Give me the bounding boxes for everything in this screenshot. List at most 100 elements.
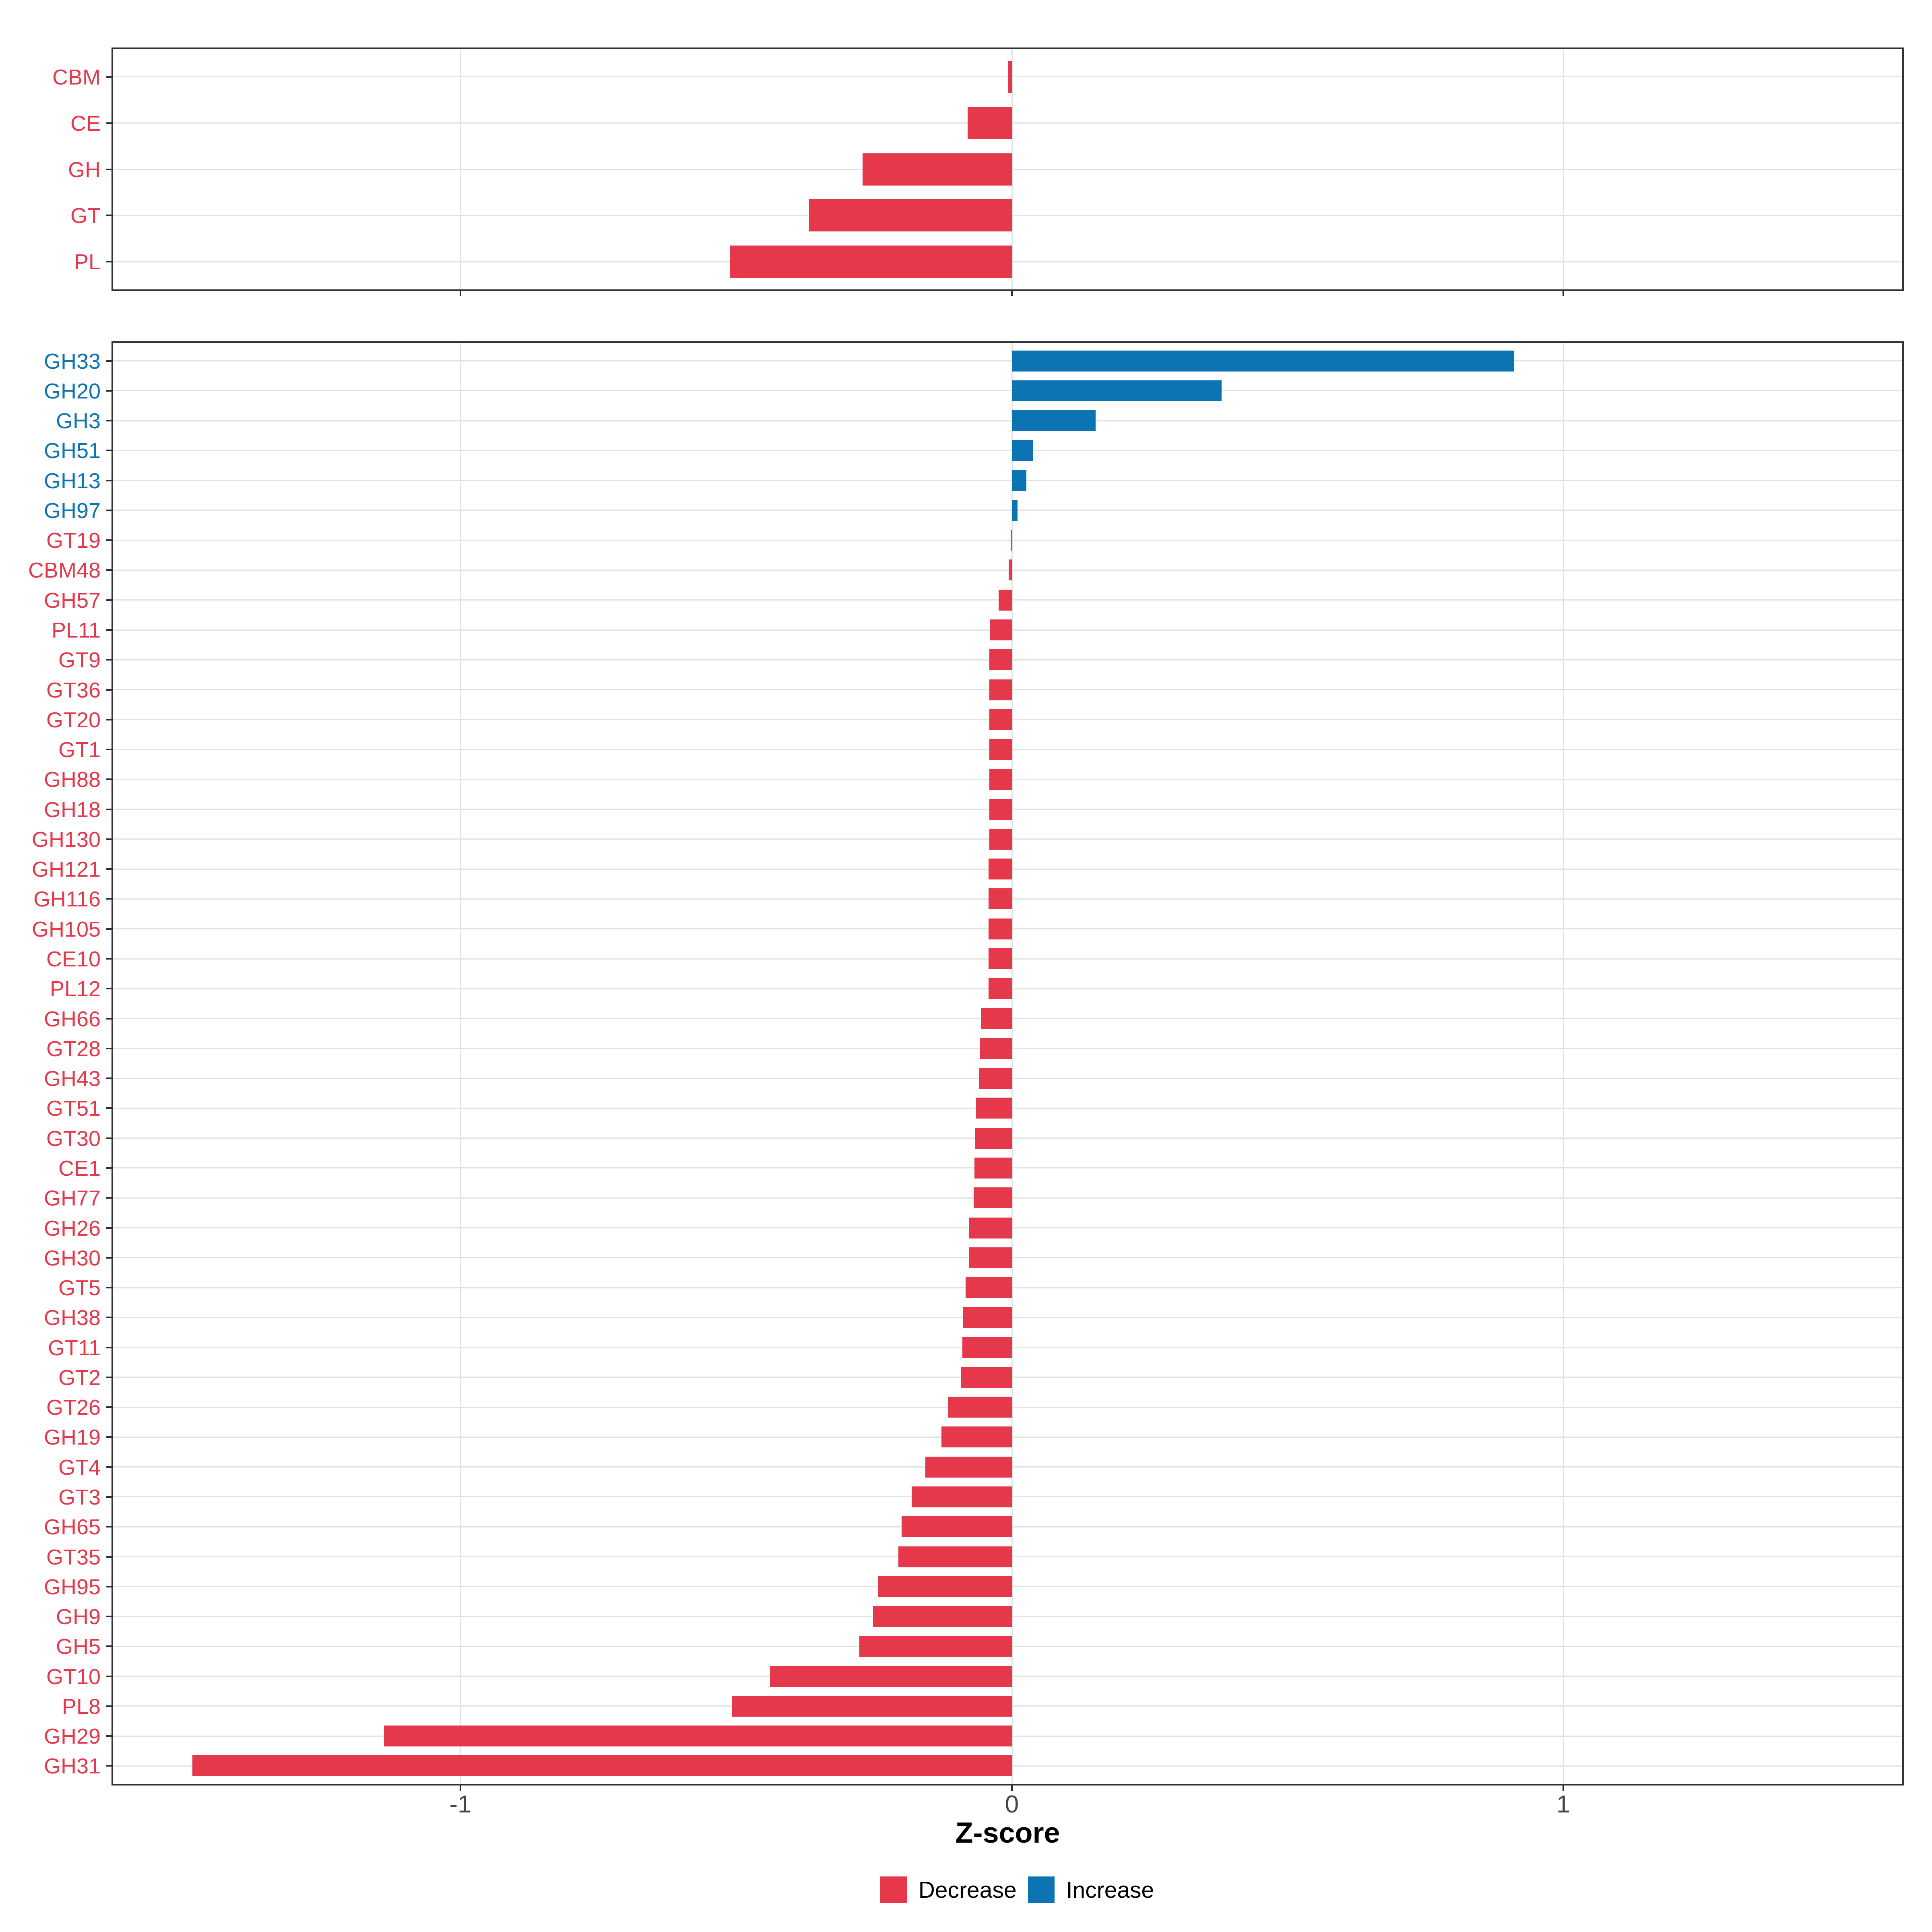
- y-tick-GT9: [106, 659, 111, 661]
- x-tick--1-panel0: [460, 291, 461, 296]
- category-label-GH33: GH33: [0, 349, 101, 373]
- category-label-CE: CE: [0, 111, 101, 135]
- legend-label-increase: Increase: [1066, 1876, 1154, 1903]
- category-label-GT35: GT35: [0, 1545, 101, 1569]
- y-tick-CE: [106, 122, 111, 124]
- y-tick-CBM: [106, 76, 111, 78]
- category-label-PL: PL: [0, 250, 101, 274]
- y-tick-GH31: [106, 1765, 111, 1767]
- category-label-GH77: GH77: [0, 1186, 101, 1210]
- y-tick-GH88: [106, 778, 111, 780]
- y-tick-GT28: [106, 1048, 111, 1049]
- category-label-GT19: GT19: [0, 528, 101, 552]
- y-tick-GH18: [106, 809, 111, 810]
- category-label-GH121: GH121: [0, 857, 101, 881]
- y-tick-GT19: [106, 539, 111, 541]
- category-label-GH51: GH51: [0, 438, 101, 462]
- category-label-GT28: GT28: [0, 1036, 101, 1061]
- category-label-GT36: GT36: [0, 678, 101, 702]
- y-tick-PL11: [106, 629, 111, 631]
- legend-label-decrease: Decrease: [919, 1876, 1017, 1903]
- category-label-GT4: GT4: [0, 1455, 101, 1479]
- y-tick-GH77: [106, 1197, 111, 1199]
- y-tick-GT35: [106, 1556, 111, 1558]
- x-tick-0-panel1: [1011, 1785, 1013, 1791]
- y-tick-GH43: [106, 1077, 111, 1079]
- y-tick-GH33: [106, 360, 111, 362]
- x-tick-label--1: -1: [412, 1790, 509, 1818]
- category-label-GT3: GT3: [0, 1485, 101, 1509]
- y-tick-GH5: [106, 1645, 111, 1647]
- y-tick-GH30: [106, 1257, 111, 1259]
- x-tick--1-panel1: [460, 1785, 461, 1791]
- y-tick-CBM48: [106, 569, 111, 571]
- category-label-PL11: PL11: [0, 618, 101, 642]
- y-tick-GT5: [106, 1287, 111, 1288]
- y-tick-GT1: [106, 749, 111, 750]
- category-label-GT20: GT20: [0, 708, 101, 732]
- category-label-GT11: GT11: [0, 1335, 101, 1360]
- category-label-CBM: CBM: [0, 65, 101, 89]
- y-tick-PL: [106, 261, 111, 262]
- y-tick-GH65: [106, 1526, 111, 1527]
- y-tick-PL12: [106, 988, 111, 989]
- y-tick-CE10: [106, 958, 111, 960]
- category-label-GH97: GH97: [0, 498, 101, 522]
- y-tick-GH130: [106, 838, 111, 840]
- y-tick-GT11: [106, 1347, 111, 1348]
- y-tick-GH19: [106, 1436, 111, 1438]
- category-label-GH105: GH105: [0, 917, 101, 941]
- category-label-GH9: GH9: [0, 1604, 101, 1629]
- category-label-GH: GH: [0, 157, 101, 182]
- category-label-GH130: GH130: [0, 827, 101, 851]
- y-tick-GT4: [106, 1466, 111, 1468]
- category-label-GT9: GT9: [0, 648, 101, 672]
- category-label-GH26: GH26: [0, 1216, 101, 1240]
- category-label-GT26: GT26: [0, 1395, 101, 1419]
- category-label-GT10: GT10: [0, 1664, 101, 1688]
- x-tick-label-1: 1: [1515, 1790, 1612, 1818]
- category-label-GT5: GT5: [0, 1276, 101, 1300]
- x-tick-0-panel0: [1011, 291, 1013, 296]
- y-tick-GH105: [106, 928, 111, 930]
- zscore-bar-chart: CBMCEGHGTPLGH33GH20GH3GH51GH13GH97GT19CB…: [0, 0, 1932, 1932]
- category-label-GH31: GH31: [0, 1754, 101, 1778]
- category-label-GH57: GH57: [0, 588, 101, 612]
- legend: Decrease Increase: [102, 1876, 1932, 1903]
- category-label-GH19: GH19: [0, 1425, 101, 1449]
- category-label-GH43: GH43: [0, 1066, 101, 1090]
- category-label-CE1: CE1: [0, 1156, 101, 1180]
- category-label-GH18: GH18: [0, 797, 101, 822]
- y-tick-GH13: [106, 480, 111, 481]
- category-label-GH95: GH95: [0, 1575, 101, 1599]
- category-label-GH65: GH65: [0, 1515, 101, 1539]
- y-tick-GH95: [106, 1586, 111, 1587]
- y-tick-GH51: [106, 450, 111, 451]
- y-tick-GH26: [106, 1227, 111, 1229]
- category-label-GH5: GH5: [0, 1634, 101, 1658]
- y-tick-GT10: [106, 1676, 111, 1677]
- y-tick-GT26: [106, 1406, 111, 1408]
- legend-swatch-increase: [1028, 1876, 1055, 1903]
- y-tick-PL8: [106, 1705, 111, 1707]
- category-label-PL8: PL8: [0, 1694, 101, 1718]
- category-label-CE10: CE10: [0, 947, 101, 971]
- category-label-GH30: GH30: [0, 1246, 101, 1270]
- category-label-GH3: GH3: [0, 409, 101, 433]
- x-axis-title: Z-score: [113, 1816, 1902, 1849]
- x-tick-label-0: 0: [964, 1790, 1060, 1818]
- y-tick-GT51: [106, 1107, 111, 1109]
- y-tick-GH121: [106, 868, 111, 870]
- category-label-PL12: PL12: [0, 976, 101, 1001]
- y-tick-GH3: [106, 420, 111, 421]
- category-label-CBM48: CBM48: [0, 558, 101, 582]
- panel-1-border: [111, 341, 1904, 1785]
- y-tick-GT: [106, 215, 111, 216]
- y-tick-GH97: [106, 510, 111, 511]
- x-tick-1-panel0: [1563, 291, 1564, 296]
- category-label-GT51: GT51: [0, 1096, 101, 1120]
- category-label-GH38: GH38: [0, 1305, 101, 1329]
- x-tick-1-panel1: [1563, 1785, 1564, 1791]
- y-tick-GT36: [106, 689, 111, 691]
- category-label-GH29: GH29: [0, 1724, 101, 1748]
